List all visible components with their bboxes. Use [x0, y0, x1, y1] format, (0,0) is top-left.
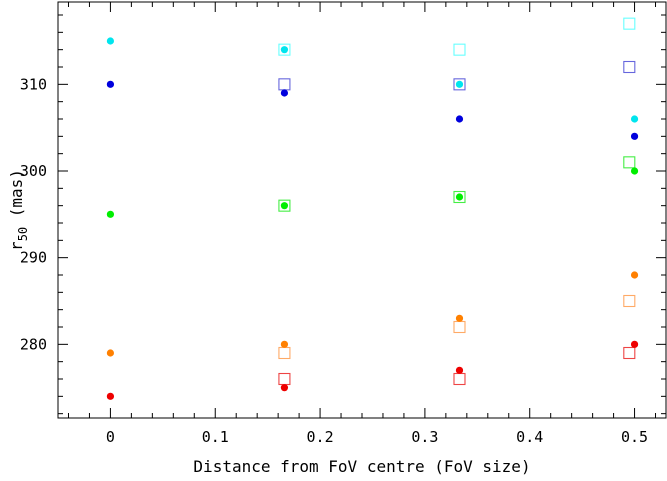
x-tick-label: 0.4	[516, 428, 543, 446]
data-point-circle	[106, 210, 115, 218]
x-tick-label: 0.1	[202, 428, 229, 446]
x-tick-label: 0	[106, 428, 115, 446]
data-point-square	[453, 320, 466, 334]
x-tick-label: 0.2	[307, 428, 334, 446]
data-point-square	[623, 294, 636, 308]
y-axis-label-main: r	[7, 241, 26, 251]
data-point-square	[278, 372, 291, 386]
data-point-circle	[106, 80, 115, 88]
data-marks	[106, 17, 639, 400]
x-axis-label: Distance from FoV centre (FoV size)	[193, 457, 530, 476]
plot-frame	[57, 1, 667, 419]
data-point-circle	[106, 392, 115, 400]
data-point-circle	[630, 271, 639, 279]
data-point-square	[623, 156, 636, 169]
y-tick-label: 310	[20, 75, 47, 93]
data-point-circle	[630, 115, 639, 123]
x-tick-label: 0.3	[411, 428, 438, 446]
data-point-square	[453, 43, 466, 56]
y-tick-label: 300	[20, 162, 47, 180]
data-point-square	[278, 43, 291, 56]
data-point-square	[278, 199, 291, 212]
data-point-circle	[630, 340, 639, 348]
x-tick-label: 0.5	[621, 428, 648, 446]
data-point-circle	[280, 202, 289, 210]
data-point-circle	[455, 80, 464, 88]
data-point-circle	[280, 46, 289, 54]
data-point-circle	[455, 193, 464, 201]
data-point-square	[278, 346, 291, 360]
data-point-circle	[455, 115, 464, 123]
data-point-square	[623, 60, 636, 74]
axis-ticks	[58, 2, 666, 418]
data-point-square	[453, 190, 466, 204]
data-point-square	[623, 346, 636, 360]
data-point-square	[453, 372, 466, 386]
y-tick-label: 290	[20, 249, 47, 267]
data-point-square	[278, 78, 291, 91]
tick-labels: 0 0.1 0.2 0.3 0.4 0.5 280 290 300 310	[20, 75, 648, 446]
data-point-square	[453, 78, 466, 91]
data-point-circle	[280, 340, 289, 348]
data-point-circle	[630, 167, 639, 175]
y-axis-label-subscript: 50	[16, 227, 30, 241]
data-point-circle	[280, 384, 289, 392]
y-tick-label: 280	[20, 335, 47, 353]
data-point-square	[623, 17, 636, 30]
data-point-circle	[106, 37, 115, 45]
data-point-circle	[106, 349, 115, 357]
data-point-circle	[630, 132, 639, 140]
y-axis-label-suffix: (mas)	[7, 169, 26, 227]
y-axis-label: r50 (mas)	[7, 169, 30, 251]
data-point-circle	[455, 366, 464, 374]
data-point-circle	[455, 314, 464, 322]
data-point-circle	[280, 89, 289, 97]
